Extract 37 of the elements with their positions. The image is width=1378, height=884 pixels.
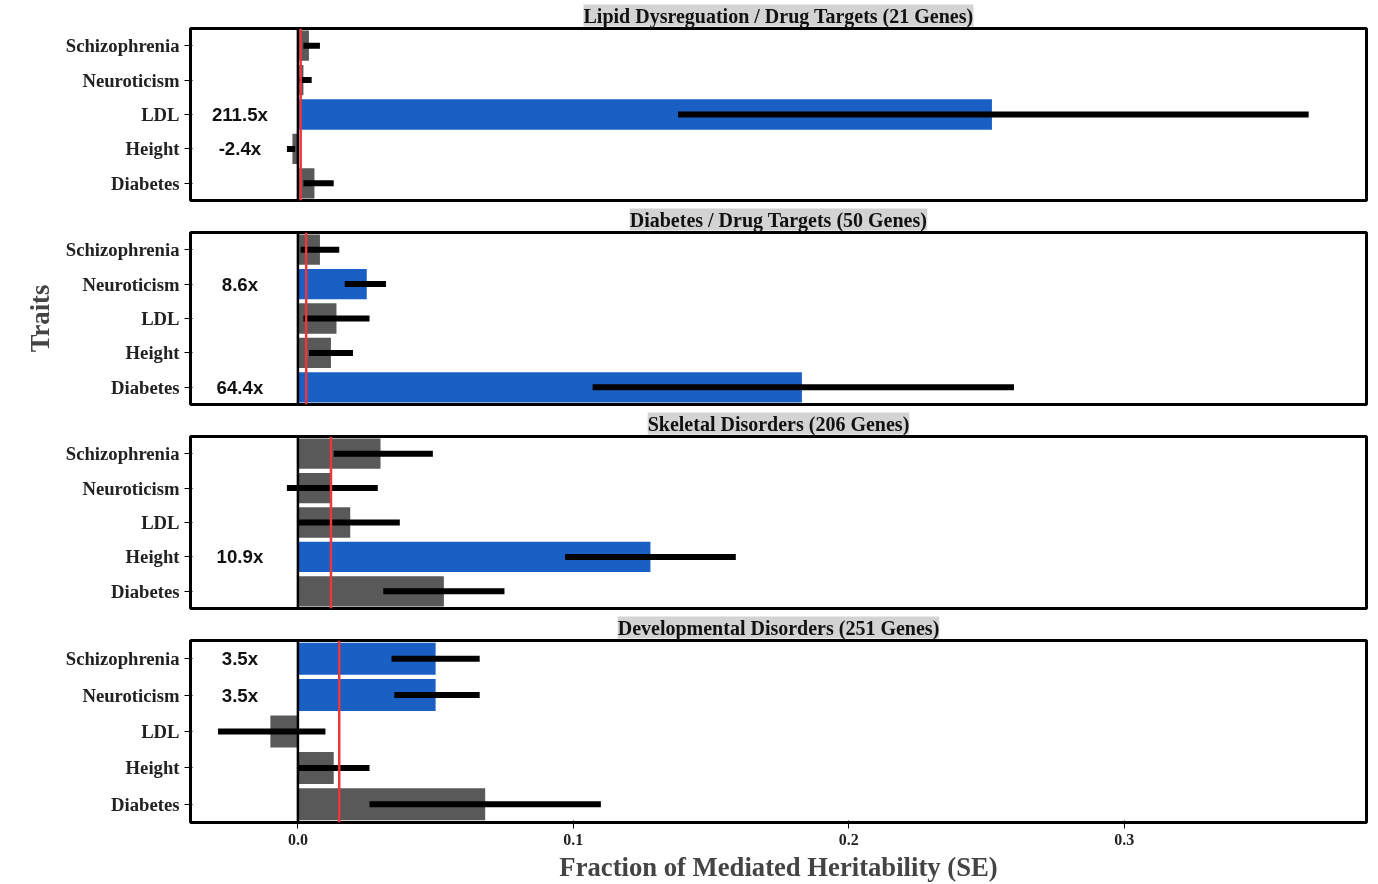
chart-title: Lipid Dysreguation / Drug Targets (21 Genes): [583, 4, 974, 28]
x-axis-title: Fraction of Mediated Heritability (SE): [559, 851, 998, 882]
y-axis-title: Traits: [24, 284, 55, 353]
y-tick-label: Height: [125, 138, 181, 160]
y-tick-label: Neuroticism: [82, 477, 180, 499]
y-tick-label: Height: [125, 342, 181, 364]
y-tick-label: Neuroticism: [82, 273, 180, 295]
y-tick-label: Diabetes: [111, 580, 180, 602]
annotation: -2.4x: [218, 138, 262, 160]
y-tick-label: LDL: [141, 512, 180, 533]
annotation: 64.4x: [216, 376, 264, 398]
annotation: 211.5x: [211, 104, 269, 125]
y-tick-label: Neuroticism: [82, 684, 180, 706]
y-tick-label: LDL: [141, 721, 180, 742]
y-tick-label: Schizophrenia: [65, 443, 181, 465]
x-tick-label: 0.0: [287, 830, 308, 848]
y-tick-label: LDL: [141, 308, 180, 329]
x-tick-label: 0.2: [838, 830, 859, 848]
x-tick-label: 0.3: [1114, 830, 1135, 848]
y-tick-label: Schizophrenia: [65, 35, 181, 57]
y-tick-label: Height: [125, 546, 181, 568]
chart-title: Diabetes / Drug Targets (50 Genes): [629, 208, 927, 232]
y-tick-label: Diabetes: [111, 172, 180, 194]
y-tick-label: Diabetes: [111, 793, 180, 815]
annotation: 10.9x: [216, 546, 264, 568]
y-tick-label: Diabetes: [111, 376, 180, 398]
y-tick-label: Schizophrenia: [65, 239, 181, 261]
y-tick-label: Neuroticism: [82, 69, 180, 91]
y-tick-label: LDL: [141, 104, 180, 125]
y-tick-label: Height: [125, 757, 181, 779]
y-tick-label: Schizophrenia: [65, 648, 181, 670]
chart-title: Developmental Disorders (251 Genes): [617, 616, 940, 640]
annotation: 3.5x: [221, 684, 259, 706]
annotation: 8.6x: [221, 273, 259, 295]
annotation: 3.5x: [221, 648, 259, 670]
x-tick-label: 0.1: [563, 830, 584, 848]
chart-title: Skeletal Disorders (206 Genes): [647, 412, 910, 436]
